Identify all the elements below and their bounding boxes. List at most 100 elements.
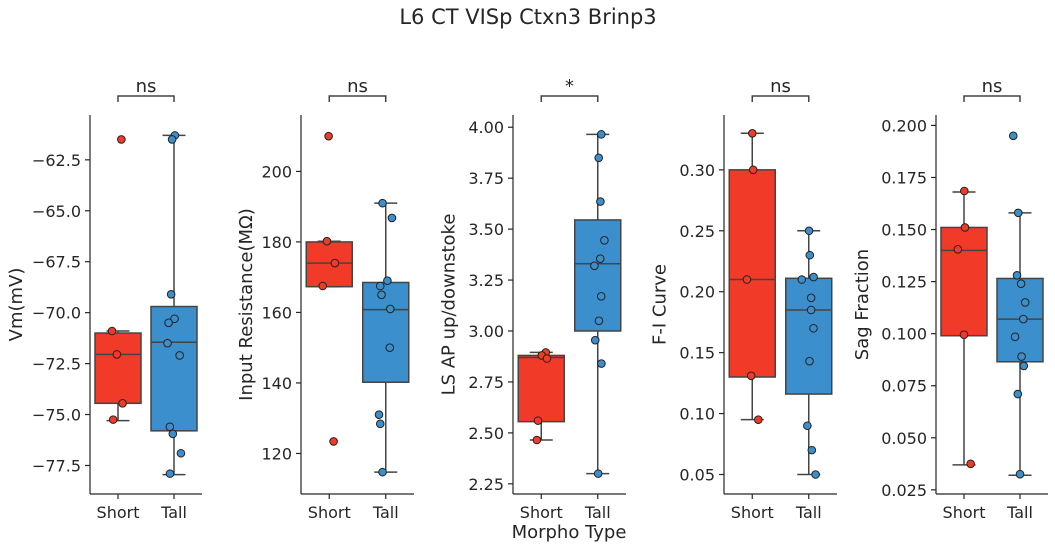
data-point	[746, 371, 756, 381]
data-point	[1020, 298, 1030, 307]
data-point	[176, 448, 186, 458]
y-tick-label: 0.05	[679, 466, 715, 485]
data-point	[1010, 332, 1020, 342]
significance-bracket	[117, 95, 175, 102]
y-tick-label: 0.100	[881, 325, 927, 344]
data-point	[1019, 314, 1028, 324]
x-axis-label: Morpho Type	[512, 522, 627, 543]
data-point	[385, 304, 395, 314]
data-point	[117, 135, 126, 144]
data-point	[330, 258, 340, 268]
data-point	[959, 330, 969, 339]
data-point	[807, 445, 817, 455]
y-tick-label: 0.025	[881, 481, 927, 500]
y-tick-label: 0.075	[881, 377, 927, 396]
x-tick-label-short: Short	[520, 503, 563, 522]
data-point	[170, 314, 179, 324]
y-tick-label: −75.0	[32, 406, 81, 425]
y-tick-label: 180	[261, 233, 292, 252]
significance-label: ns	[136, 76, 157, 97]
significance-label: *	[565, 76, 574, 97]
x-tick-label-short: Short	[308, 503, 351, 522]
data-point	[753, 415, 763, 424]
data-point	[953, 245, 963, 254]
data-point	[375, 281, 385, 291]
y-tick-label: 3.50	[468, 220, 504, 239]
data-point	[168, 429, 178, 439]
y-axis-label: LS AP up/downstoke	[439, 214, 460, 396]
data-point	[596, 292, 606, 301]
y-tick-label: −67.5	[32, 253, 81, 272]
box-short	[305, 241, 353, 288]
data-point	[596, 130, 606, 139]
significance-bracket	[751, 95, 810, 102]
y-tick-label: −72.5	[32, 355, 81, 374]
panel-5: 0.025 0.050 0.075 0.100 0.125 0.150 0.175 0.200…	[852, 76, 1048, 522]
box-short	[94, 332, 142, 405]
box-short	[517, 354, 565, 423]
box-tall	[574, 219, 622, 332]
data-point	[596, 197, 605, 206]
data-point	[375, 419, 385, 429]
data-point	[797, 275, 807, 284]
data-point	[329, 437, 338, 446]
box-tall	[150, 305, 198, 432]
data-point	[387, 213, 397, 223]
y-tick-label: −65.0	[32, 202, 81, 221]
significance-bracket	[963, 95, 1021, 102]
data-point	[595, 254, 605, 263]
x-tick-label-tall: Tall	[372, 503, 399, 522]
y-tick-label: 0.25	[679, 222, 715, 241]
data-point	[742, 275, 752, 284]
x-tick-label-tall: Tall	[584, 503, 611, 522]
data-point	[805, 356, 814, 366]
data-point	[1008, 131, 1018, 141]
y-tick-label: 0.15	[679, 344, 715, 363]
x-tick-label-short: Short	[731, 503, 774, 522]
x-tick-label-tall: Tall	[1006, 503, 1033, 522]
data-point	[118, 399, 127, 408]
data-point	[383, 276, 392, 286]
data-point	[108, 415, 118, 424]
panel-2: 120 140 160 180 200 Short Tall Input Resistance…	[236, 76, 414, 522]
data-point	[378, 467, 387, 477]
data-point	[966, 459, 975, 469]
box-short	[940, 226, 988, 337]
data-point	[806, 305, 816, 315]
data-point	[590, 335, 600, 345]
data-point	[1013, 208, 1023, 218]
data-point	[809, 323, 818, 333]
data-point	[1015, 469, 1025, 479]
data-point	[1019, 361, 1029, 371]
data-point	[542, 354, 552, 363]
y-tick-label: −70.0	[32, 304, 81, 323]
y-tick-label: 140	[261, 374, 292, 393]
data-point	[167, 135, 177, 144]
data-point	[1012, 271, 1022, 280]
y-tick-label: 120	[261, 444, 292, 463]
data-point	[597, 359, 606, 368]
data-point	[164, 318, 173, 328]
data-point	[1016, 279, 1026, 288]
y-tick-label: 3.75	[468, 169, 504, 188]
data-point	[166, 290, 176, 299]
significance-bracket	[328, 95, 387, 102]
figure-title: L6 CT VISp Ctxn3 Brinp3	[399, 5, 656, 29]
data-point	[377, 290, 386, 300]
y-tick-label: 3.00	[468, 322, 504, 341]
y-tick-label: 0.20	[679, 283, 715, 302]
significance-label: ns	[982, 76, 1003, 97]
y-tick-label: 160	[261, 303, 292, 322]
data-point	[960, 223, 970, 232]
data-point	[318, 281, 328, 291]
data-point	[748, 165, 758, 175]
data-point	[1013, 389, 1023, 399]
y-tick-label: 2.50	[468, 424, 504, 443]
data-point	[163, 338, 172, 348]
box-short	[728, 169, 776, 378]
significance-label: ns	[347, 76, 368, 97]
x-tick-label-tall: Tall	[160, 503, 187, 522]
data-point	[593, 469, 603, 478]
